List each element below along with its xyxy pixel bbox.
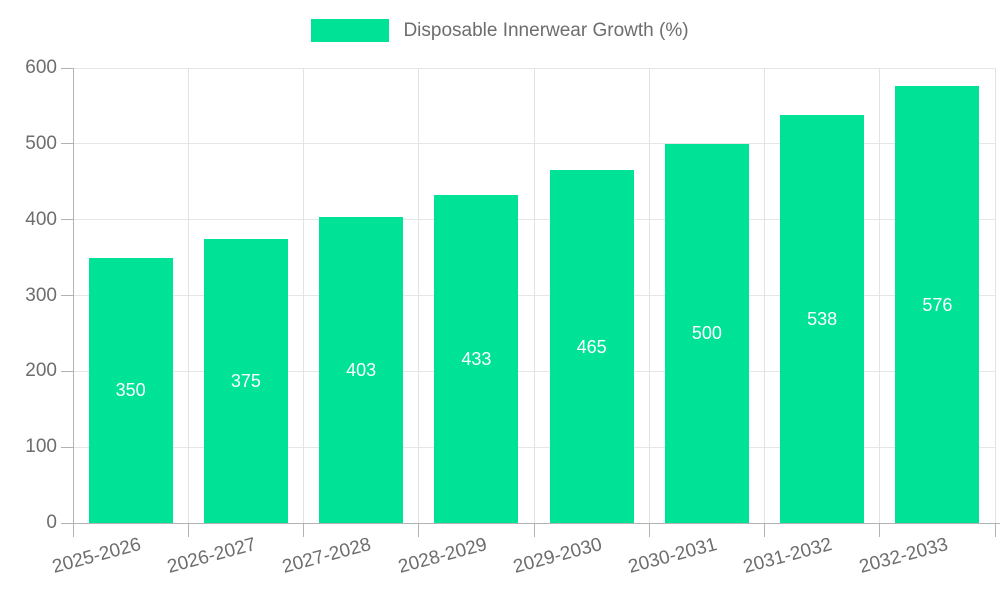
y-axis-label: 200 xyxy=(25,360,57,382)
bar[interactable] xyxy=(203,238,288,523)
bar[interactable] xyxy=(549,170,634,523)
x-axis-tick xyxy=(418,523,420,537)
legend-item[interactable]: Disposable Innerwear Growth (%) xyxy=(311,19,689,42)
y-axis-label: 100 xyxy=(25,436,57,458)
x-axis-tick xyxy=(533,523,535,537)
y-axis-tick xyxy=(61,370,73,372)
gridline-vertical xyxy=(879,68,881,523)
x-axis-label: 2026-2027 xyxy=(165,534,259,578)
gridline-vertical xyxy=(533,68,535,523)
x-axis-tick xyxy=(764,523,765,537)
y-axis-label: 400 xyxy=(25,208,57,230)
gridline-vertical xyxy=(994,68,996,523)
x-axis-label: 2027-2028 xyxy=(280,534,374,578)
y-axis-tick xyxy=(61,295,73,296)
bar-value-label: 465 xyxy=(576,336,607,357)
x-axis-label: 2030-2031 xyxy=(626,534,720,578)
x-axis-label: 2029-2030 xyxy=(510,534,605,578)
bar-value-label: 538 xyxy=(807,309,838,329)
x-axis-line xyxy=(73,522,1000,524)
bar[interactable] xyxy=(895,86,980,523)
bar-value-label: 350 xyxy=(115,380,146,401)
x-axis-tick xyxy=(187,523,189,537)
y-axis-label: 600 xyxy=(25,57,57,78)
bar[interactable] xyxy=(319,217,404,523)
bar[interactable] xyxy=(434,194,519,523)
gridline-vertical xyxy=(303,68,304,523)
legend: Disposable Innerwear Growth (%) xyxy=(0,19,1000,42)
y-axis-label: 300 xyxy=(25,284,57,306)
bar-value-label: 433 xyxy=(461,348,492,369)
x-axis-label: 2028-2029 xyxy=(395,534,489,578)
bar[interactable] xyxy=(88,257,173,523)
bar-value-label: 576 xyxy=(922,294,953,315)
bar[interactable] xyxy=(780,115,865,523)
y-axis-label: 500 xyxy=(25,132,57,154)
gridline-vertical xyxy=(187,68,189,523)
bar[interactable] xyxy=(664,143,749,523)
x-axis-tick xyxy=(72,523,74,537)
y-axis-tick xyxy=(61,219,73,221)
x-axis-tick xyxy=(648,523,650,537)
y-axis-tick xyxy=(61,522,73,524)
bar-value-label: 500 xyxy=(691,323,722,344)
gridline-vertical xyxy=(764,68,765,523)
x-axis-label: 2031-2032 xyxy=(741,534,835,578)
bar-value-label: 403 xyxy=(346,360,377,381)
y-axis-line xyxy=(72,68,74,523)
y-axis-tick xyxy=(61,143,73,145)
y-axis-label: 0 xyxy=(46,512,57,533)
x-axis-label: 2032-2033 xyxy=(856,534,950,578)
gridline-vertical xyxy=(418,68,420,523)
y-axis-tick xyxy=(61,446,73,448)
y-axis-tick xyxy=(61,67,73,69)
x-axis-tick xyxy=(994,523,996,537)
bar-value-label: 375 xyxy=(230,370,261,391)
x-axis-tick xyxy=(303,523,304,537)
x-axis-label: 2025-2026 xyxy=(49,534,144,578)
legend-swatch xyxy=(311,19,390,42)
gridline-vertical xyxy=(648,68,650,523)
legend-label: Disposable Innerwear Growth (%) xyxy=(403,20,689,41)
x-axis-tick xyxy=(879,523,881,537)
